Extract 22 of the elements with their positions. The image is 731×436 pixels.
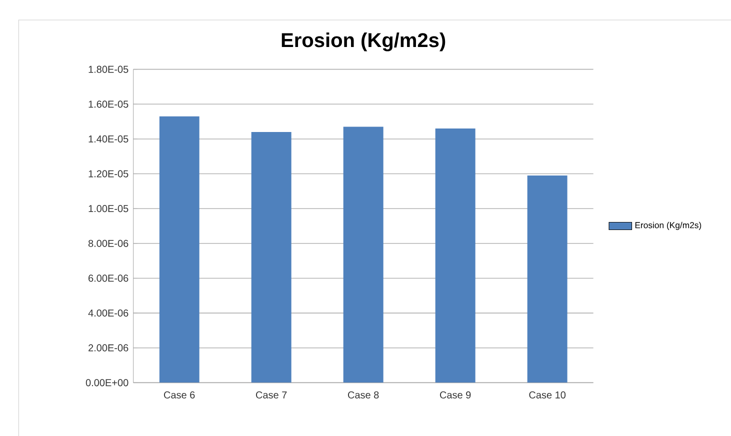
- y-tick-label: 1.20E-05: [88, 170, 128, 178]
- x-tick-label: Case 8: [348, 391, 379, 398]
- x-tick-label: Case 9: [440, 391, 471, 398]
- legend-label: Erosion (Kg/m2s): [635, 222, 702, 230]
- bar: [527, 176, 568, 383]
- y-tick-label: 8.00E-06: [88, 240, 128, 247]
- y-tick-label: 1.60E-05: [88, 100, 128, 108]
- y-tick-label: 4.00E-06: [88, 309, 128, 317]
- y-tick-label: 1.40E-05: [88, 135, 128, 143]
- y-tick-label: 6.00E-06: [88, 274, 128, 282]
- y-tick-label: 1.80E-05: [88, 66, 128, 73]
- chart-title: Erosion (Kg/m2s): [282, 32, 446, 52]
- bar: [435, 128, 476, 383]
- bar: [343, 126, 384, 383]
- x-tick-label: Case 7: [256, 391, 287, 398]
- y-tick-label: 0.00E+00: [86, 379, 128, 386]
- y-tick-label: 1.00E-05: [88, 205, 128, 212]
- y-tick-label: 2.00E-06: [88, 344, 128, 352]
- x-tick-label: Case 6: [164, 391, 195, 398]
- bar: [159, 116, 200, 383]
- x-tick-label: Case 10: [529, 391, 566, 398]
- bar: [251, 132, 292, 383]
